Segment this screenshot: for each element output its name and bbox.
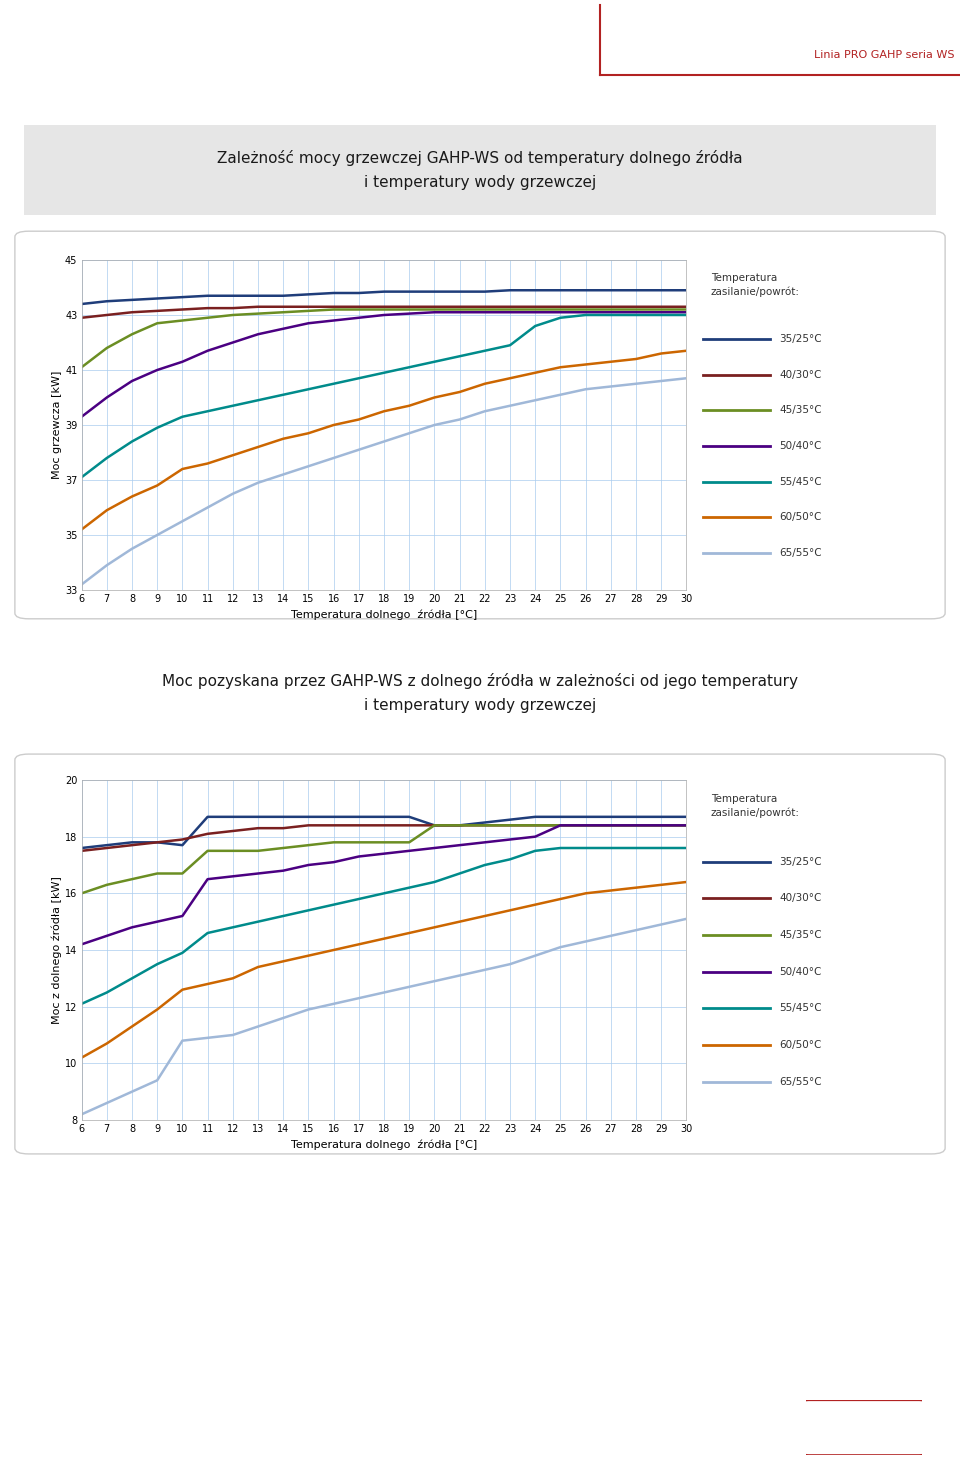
Text: Moc pozyskana przez GAHP-WS z dolnego źródła w zależności od jego temperatury
i : Moc pozyskana przez GAHP-WS z dolnego źr… (162, 673, 798, 712)
Text: 55/45°C: 55/45°C (780, 477, 822, 487)
Text: 40/30°C: 40/30°C (780, 894, 822, 904)
X-axis label: Temperatura dolnego  źródła [°C]: Temperatura dolnego źródła [°C] (291, 1139, 477, 1150)
Text: Temperatura
zasilanie/powrót:: Temperatura zasilanie/powrót: (710, 793, 800, 817)
Text: 19: 19 (855, 1420, 873, 1435)
FancyBboxPatch shape (15, 754, 945, 1154)
Text: 50/40°C: 50/40°C (780, 967, 822, 977)
Y-axis label: Moc z dolnego źródła [kW]: Moc z dolnego źródła [kW] (52, 876, 62, 1025)
Text: 35/25°C: 35/25°C (780, 334, 822, 344)
Text: Zależność mocy grzewczej GAHP-WS od temperatury dolnego źródła
i temperatury wod: Zależność mocy grzewczej GAHP-WS od temp… (217, 150, 743, 190)
FancyBboxPatch shape (24, 125, 936, 215)
Text: 55/45°C: 55/45°C (780, 1004, 822, 1014)
Y-axis label: Moc grzewcza [kW]: Moc grzewcza [kW] (52, 371, 62, 480)
Text: 45/35°C: 45/35°C (780, 405, 822, 415)
FancyBboxPatch shape (15, 231, 945, 618)
Text: 40/30°C: 40/30°C (780, 369, 822, 380)
Text: 35/25°C: 35/25°C (780, 857, 822, 867)
X-axis label: Temperatura dolnego  źródła [°C]: Temperatura dolnego źródła [°C] (291, 609, 477, 620)
Text: 60/50°C: 60/50°C (780, 1041, 822, 1050)
Text: 65/55°C: 65/55°C (780, 1078, 822, 1086)
Text: Linia PRO GAHP seria WS: Linia PRO GAHP seria WS (814, 50, 955, 60)
FancyBboxPatch shape (803, 1400, 925, 1454)
Text: Temperatura
zasilanie/powrót:: Temperatura zasilanie/powrót: (710, 274, 800, 297)
Text: 45/35°C: 45/35°C (780, 930, 822, 941)
Text: 65/55°C: 65/55°C (780, 548, 822, 558)
Text: 60/50°C: 60/50°C (780, 512, 822, 523)
Text: 50/40°C: 50/40°C (780, 442, 822, 450)
